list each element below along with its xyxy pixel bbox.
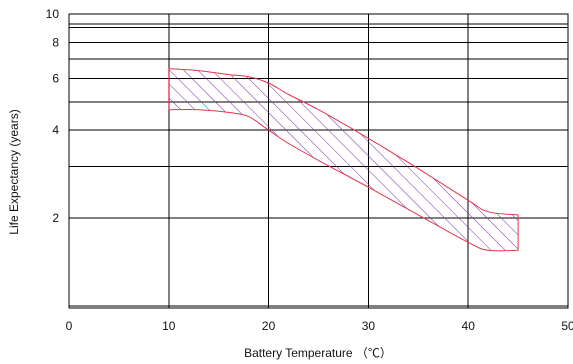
x-axis-label: Battery Temperature （℃） xyxy=(244,346,392,360)
grid xyxy=(69,14,568,308)
x-tick-label: 50 xyxy=(561,319,573,333)
y-axis-label: Life Expectancy (years) xyxy=(7,109,21,234)
life-range-band xyxy=(169,69,518,251)
x-tick-label: 40 xyxy=(462,319,476,333)
x-tick-label: 30 xyxy=(362,319,376,333)
x-tick-label: 20 xyxy=(262,319,276,333)
x-tick-label: 0 xyxy=(66,319,73,333)
y-tick-label: 8 xyxy=(52,35,59,49)
y-tick-label: 2 xyxy=(52,211,59,225)
y-tick-label: 10 xyxy=(46,7,60,21)
x-tick-label: 10 xyxy=(162,319,176,333)
plot-frame xyxy=(69,14,568,308)
y-tick-label: 4 xyxy=(52,123,59,137)
tick-labels: 0 10 20 30 40 50 2 4 6 8 10 xyxy=(46,7,573,333)
y-tick-label: 6 xyxy=(52,72,59,86)
